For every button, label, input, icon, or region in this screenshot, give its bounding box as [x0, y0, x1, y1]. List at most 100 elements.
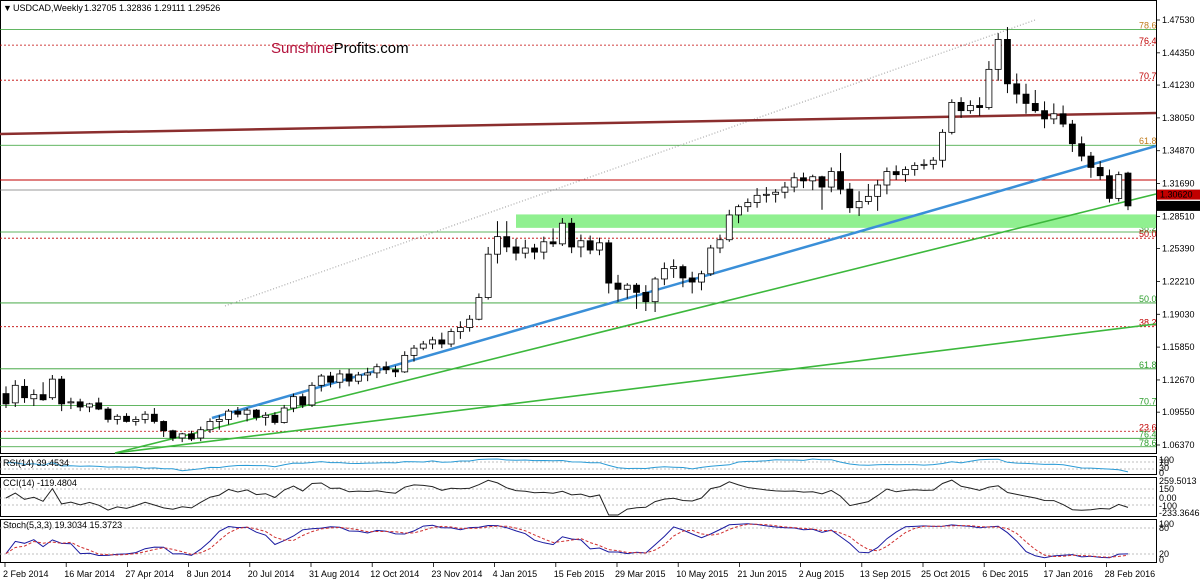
- x-tick-label-18: 28 Feb 2016: [1105, 569, 1156, 579]
- x-tick-label-13: 2 Aug 2015: [799, 569, 845, 579]
- candle-body-69: [642, 291, 650, 303]
- x-tick-label-2: 27 Apr 2014: [125, 569, 174, 579]
- price-tag-label-0: 1.30620: [1160, 190, 1193, 200]
- x-tick-label-15: 25 Oct 2015: [921, 569, 970, 579]
- price-tag-label-1: 1.29526: [1160, 201, 1193, 211]
- cci-level-min: -233.3646: [1159, 508, 1200, 518]
- candle-body-96: [892, 171, 900, 176]
- stoch-k-line: [5, 523, 1129, 559]
- fib-label-0: 78.6: [1139, 21, 1157, 31]
- y-tick-label-4: 1.34870: [1162, 146, 1195, 156]
- candle-body-116: [1078, 143, 1086, 157]
- x-tick-label-6: 12 Oct 2014: [370, 569, 419, 579]
- y-tick-label-3: 1.38050: [1162, 113, 1195, 123]
- price-axis: [1157, 0, 1200, 551]
- x-tick-label-8: 4 Jan 2015: [493, 569, 538, 579]
- cci-level-max: 259.5013: [1159, 476, 1197, 486]
- rsi-line: [6, 458, 1129, 473]
- rsi-level-70-label: 70: [1159, 458, 1169, 468]
- candle-body-3: [30, 394, 38, 400]
- y-tick-label-7: 1.25390: [1162, 244, 1195, 254]
- candle-body-97: [902, 169, 909, 176]
- fib-label-11: 76.4: [1139, 429, 1157, 439]
- stoch-level-20-label: 20: [1159, 549, 1169, 559]
- candle-body-11: [104, 408, 112, 420]
- candle-body-2: [21, 385, 28, 399]
- candle-body-35: [327, 375, 334, 383]
- ohlc-values: 1.32705 1.32836 1.29111 1.29526: [84, 3, 220, 13]
- price-axis-ticks: 1.47530 1.44350 1.41230 1.38050 1.34870 1.316…: [1156, 15, 1195, 450]
- candle-body-55: [512, 246, 520, 254]
- candle-body-10: [95, 402, 103, 410]
- candle-body-82: [762, 193, 770, 196]
- candle-body-102: [948, 101, 956, 133]
- candle-body-73: [679, 266, 687, 279]
- candle-body-120: [1115, 174, 1123, 199]
- fib-label-12: 78.6: [1139, 438, 1157, 448]
- candle-body-77: [716, 239, 724, 249]
- candle-body-103: [957, 101, 965, 112]
- candle-body-94: [874, 184, 882, 197]
- candle-body-106: [985, 68, 993, 108]
- candle-body-38: [354, 374, 362, 382]
- candle-body-14: [132, 418, 140, 422]
- candle-body-39: [364, 372, 372, 376]
- candle-body-13: [123, 415, 130, 422]
- candle-body-117: [1087, 155, 1095, 168]
- candle-body-90: [837, 171, 844, 190]
- dropdown-arrow-icon[interactable]: ▼: [3, 3, 12, 13]
- cci-level-150-label: 150: [1159, 484, 1174, 494]
- price-tag-bg-0: [1157, 189, 1200, 200]
- fib-label-2: 70.7: [1139, 71, 1157, 81]
- candle-body-17: [160, 421, 168, 432]
- candle-body-67: [623, 284, 631, 290]
- cci-pane: [0, 477, 1157, 517]
- y-tick-label-5: 1.31690: [1162, 179, 1195, 189]
- y-tick-label-12: 1.09550: [1162, 407, 1195, 417]
- candle-body-79: [735, 206, 742, 216]
- candle-body-1: [11, 384, 19, 404]
- candle-body-89: [827, 171, 835, 188]
- candle-body-29: [271, 414, 279, 423]
- x-tick-label-14: 13 Sep 2015: [860, 569, 911, 579]
- fib-label-5: 50.0: [1139, 229, 1157, 239]
- candle-body-52: [484, 253, 492, 298]
- candle-body-91: [846, 188, 854, 209]
- candle-body-50: [466, 318, 474, 328]
- candle-body-58: [540, 241, 548, 253]
- candle-body-114: [1059, 113, 1067, 125]
- stoch-label: Stoch(5,3,3) 19.3034 15.3723: [3, 520, 122, 530]
- candle-body-62: [577, 240, 585, 248]
- candle-body-105: [976, 105, 984, 108]
- candle-body-19: [178, 433, 186, 439]
- x-tick-label-4: 20 Jul 2014: [248, 569, 295, 579]
- fib-label-8: 61.8: [1139, 360, 1157, 370]
- candle-body-18: [169, 430, 177, 439]
- candle-body-72: [670, 266, 678, 270]
- candle-body-59: [549, 241, 557, 245]
- fib-label-7: 38.2: [1139, 318, 1157, 328]
- y-tick-label-8: 1.22210: [1162, 276, 1195, 286]
- candle-body-21: [197, 429, 205, 439]
- cci-line: [5, 479, 1129, 516]
- candle-body-8: [76, 401, 84, 408]
- x-tick-label-16: 6 Dec 2015: [982, 569, 1028, 579]
- candle-body-43: [401, 354, 409, 373]
- symbol-label: USDCAD,Weekly: [13, 3, 83, 13]
- candle-body-9: [86, 403, 93, 408]
- candle-body-104: [966, 105, 974, 112]
- candle-body-41: [382, 366, 390, 371]
- candle-body-44: [410, 347, 418, 356]
- candle-body-31: [290, 396, 297, 409]
- candle-body-37: [345, 373, 353, 382]
- stoch-level-0: 0: [1159, 555, 1164, 565]
- candle-body-80: [744, 202, 752, 208]
- x-tick-label-10: 29 Mar 2015: [615, 569, 666, 579]
- y-tick-label-0: 1.47530: [1162, 15, 1195, 25]
- candle-body-27: [252, 409, 260, 418]
- candle-body-65: [605, 242, 613, 284]
- candle-body-113: [1050, 113, 1058, 120]
- x-tick-label-17: 17 Jan 2016: [1043, 569, 1093, 579]
- y-tick-label-9: 1.19030: [1162, 309, 1195, 319]
